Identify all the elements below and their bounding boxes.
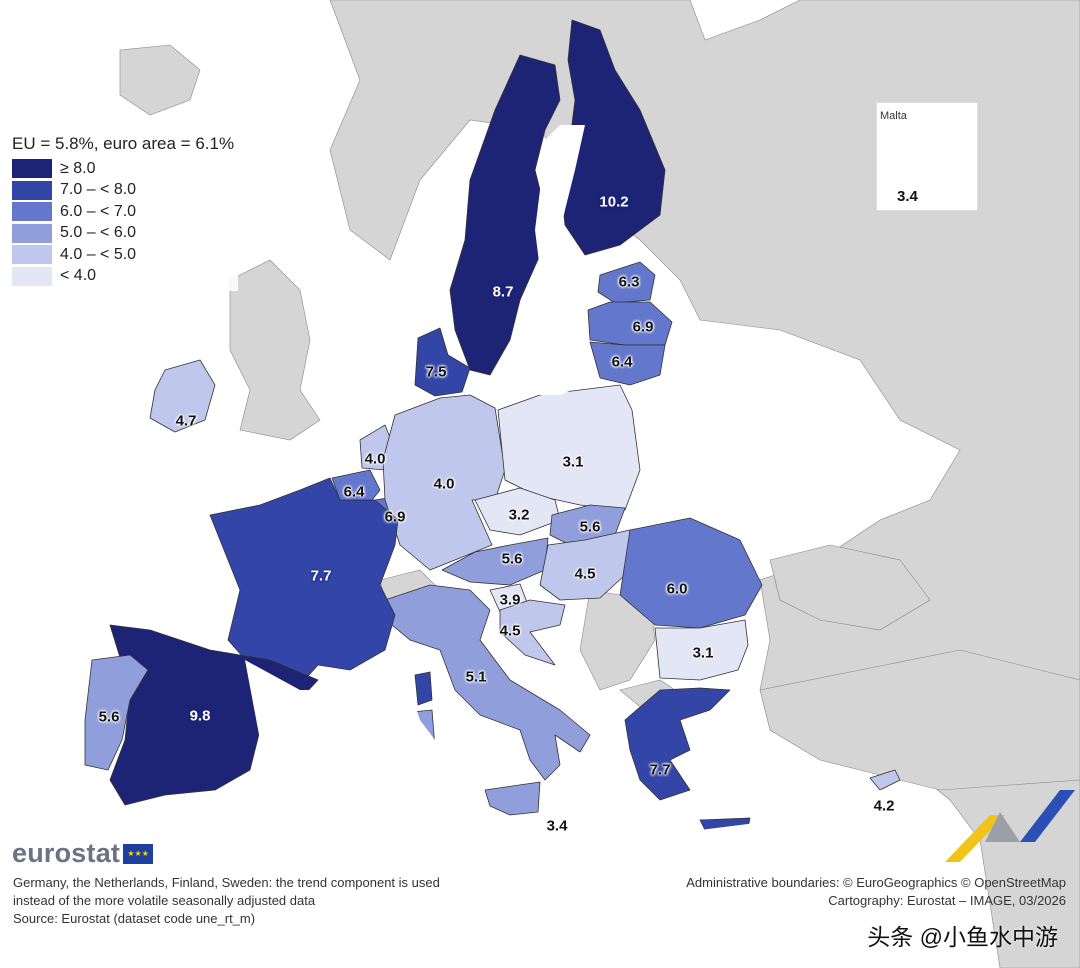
spain-shape — [109, 624, 319, 806]
legend-item: < 4.0 — [12, 266, 234, 288]
legend-label: < 4.0 — [60, 267, 97, 285]
credits: Administrative boundaries: © EuroGeograp… — [686, 874, 1066, 910]
value-label-ireland: 4.7 — [175, 412, 197, 430]
value-label-malta: 3.4 — [546, 817, 568, 835]
bulgaria-shape — [654, 619, 749, 681]
value-label-germany: 4.0 — [433, 475, 455, 493]
footnotes: Germany, the Netherlands, Finland, Swede… — [13, 874, 440, 928]
value-label-belgium: 6.4 — [343, 483, 365, 501]
value-label-lithuania: 6.4 — [611, 353, 633, 371]
eu-flag-icon: ★★★ — [123, 843, 154, 864]
logo-text: eurostat — [12, 838, 121, 868]
legend-item: 6.0 – < 7.0 — [12, 201, 234, 223]
legend-swatch — [12, 245, 52, 265]
footnote-line: instead of the more volatile seasonally … — [13, 893, 316, 908]
denmark-shape — [414, 327, 471, 397]
value-label-cyprus: 4.2 — [873, 797, 895, 815]
legend-label: ≥ 8.0 — [60, 159, 96, 177]
eurostat-logo: eurostat ★★★ — [12, 838, 154, 869]
romania-shape — [619, 517, 763, 629]
legend-item: 7.0 – < 8.0 — [12, 180, 234, 202]
poland-shape — [497, 384, 641, 511]
seas — [245, 125, 960, 850]
latvia-shape — [587, 301, 673, 346]
value-label-greece: 7.7 — [649, 761, 671, 779]
estonia-shape — [597, 261, 656, 304]
eu-countries — [84, 19, 901, 831]
ireland-shape — [149, 359, 216, 433]
malta-inset: Malta 3.4 — [876, 102, 978, 211]
value-label-austria: 5.6 — [501, 550, 523, 568]
value-label-poland: 3.1 — [562, 453, 584, 471]
value-label-denmark: 7.5 — [425, 363, 447, 381]
legend-label: 4.0 – < 5.0 — [60, 245, 137, 263]
legend-title: EU = 5.8%, euro area = 6.1% — [12, 134, 235, 153]
croatia-shape — [499, 599, 566, 666]
cyprus-shape — [869, 769, 901, 791]
legend-swatch — [12, 159, 52, 179]
value-label-italy: 5.1 — [465, 668, 487, 686]
legend-swatch — [12, 202, 52, 222]
value-label-netherlands: 4.0 — [364, 450, 386, 468]
value-label-luxembourg: 6.9 — [384, 508, 406, 526]
legend-item: 4.0 – < 5.0 — [12, 244, 234, 266]
value-label-estonia: 6.3 — [618, 273, 640, 291]
value-label-slovakia: 5.6 — [579, 518, 601, 536]
germany-shape — [382, 394, 506, 571]
legend-swatch — [12, 223, 52, 243]
legend-label: 6.0 – < 7.0 — [60, 202, 137, 220]
legend-label: 7.0 – < 8.0 — [60, 181, 137, 199]
value-label-spain: 9.8 — [189, 707, 211, 725]
value-label-croatia: 4.5 — [499, 622, 521, 640]
legend-item: ≥ 8.0 — [12, 158, 234, 180]
legend-swatch — [12, 266, 52, 286]
credit-cartography: Cartography: Eurostat – IMAGE, 03/2026 — [828, 893, 1066, 908]
italy-shape — [384, 584, 591, 781]
value-label-finland: 10.2 — [599, 193, 629, 211]
hungary-shape — [539, 529, 631, 601]
value-label-portugal: 5.6 — [98, 708, 120, 726]
legend-item: 5.0 – < 6.0 — [12, 223, 234, 245]
value-label-sweden: 8.7 — [492, 283, 514, 301]
value-label-czechia: 3.2 — [508, 506, 530, 524]
value-label-slovenia: 3.9 — [499, 591, 521, 609]
value-label-france: 7.7 — [310, 567, 332, 585]
sicily-shape — [484, 781, 541, 816]
corsica-shape — [414, 671, 433, 706]
legend-swatch — [12, 180, 52, 200]
finland-shape — [559, 19, 666, 256]
malta-inset-title: Malta — [880, 110, 907, 122]
value-label-hungary: 4.5 — [574, 565, 596, 583]
footnote-source: Source: Eurostat (dataset code une_rt_m) — [13, 911, 256, 926]
footnote-line: Germany, the Netherlands, Finland, Swede… — [13, 875, 440, 890]
legend-label: 5.0 – < 6.0 — [60, 224, 137, 242]
corner-logo-mark — [945, 790, 1075, 862]
sweden-shape — [449, 54, 561, 376]
malta-inset-value: 3.4 — [897, 188, 918, 205]
value-label-bulgaria: 3.1 — [692, 644, 714, 662]
legend: EU = 5.8%, euro area = 6.1% ≥ 8.0 7.0 – … — [12, 132, 239, 291]
credit-boundaries: Administrative boundaries: © EuroGeograp… — [686, 875, 1066, 890]
watermark: 头条 @小鱼水中游 — [867, 924, 1058, 950]
value-label-latvia: 6.9 — [632, 318, 654, 336]
value-label-romania: 6.0 — [666, 580, 688, 598]
portugal-shape — [84, 654, 149, 771]
greece-shape — [624, 687, 731, 801]
